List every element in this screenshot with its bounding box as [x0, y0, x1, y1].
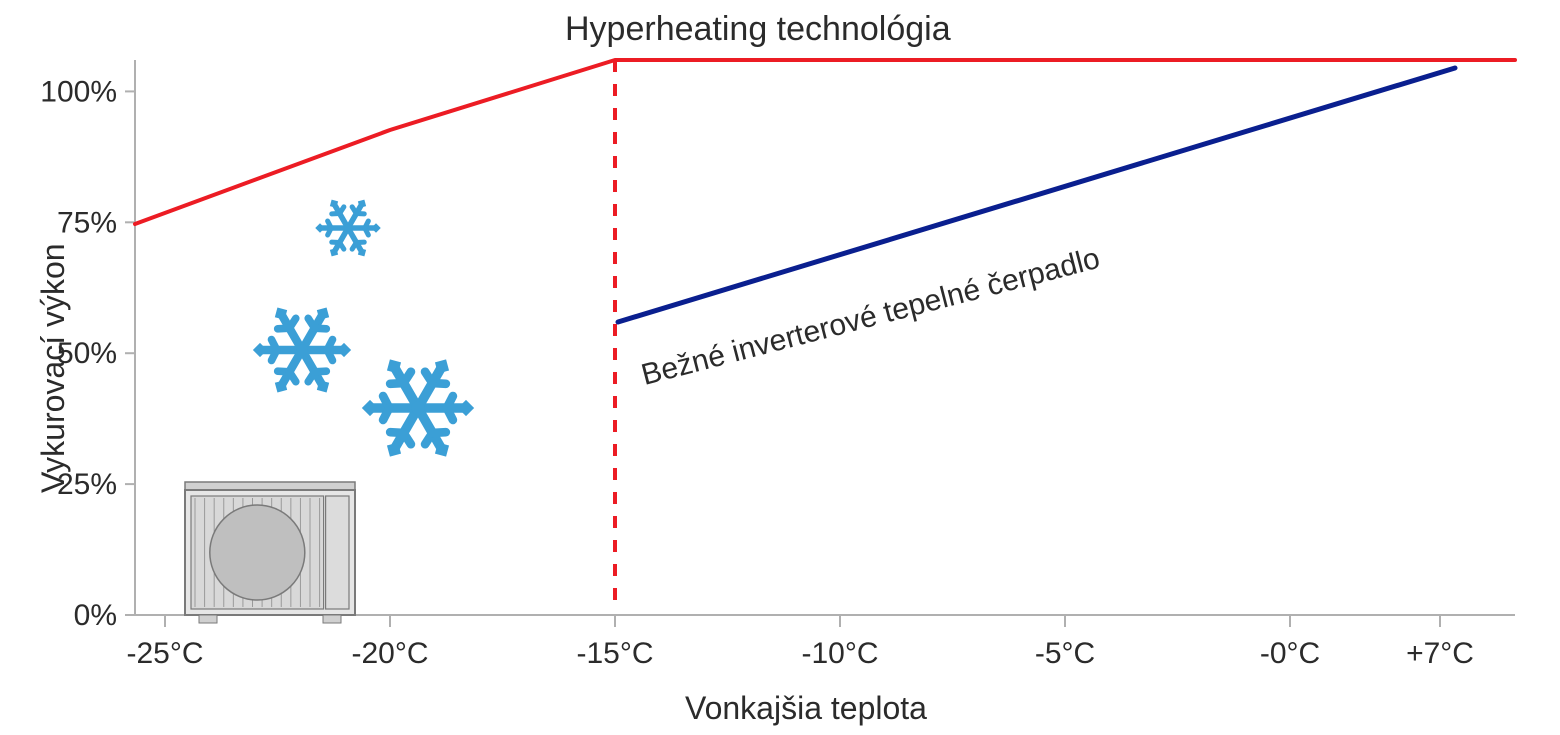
y-tick-label: 75%	[57, 206, 117, 239]
x-tick-label: -15°C	[576, 637, 653, 670]
y-axis-title: Vykurovací výkon	[35, 243, 72, 493]
chart-stage: 0%25%50%75%100%-25°C-20°C-15°C-10°C-5°C-…	[0, 0, 1560, 735]
snowflake-icon	[315, 200, 381, 257]
x-tick-label: -5°C	[1035, 637, 1095, 670]
x-tick-label: -10°C	[801, 637, 878, 670]
chart-title: Hyperheating technológia	[565, 10, 951, 49]
x-tick-label: +7°C	[1406, 637, 1474, 670]
x-tick-label: -20°C	[351, 637, 428, 670]
x-tick-label: -0°C	[1260, 637, 1320, 670]
series-hyperheating	[135, 60, 1515, 224]
chart-svg: 0%25%50%75%100%-25°C-20°C-15°C-10°C-5°C-…	[0, 0, 1560, 735]
x-tick-label: -25°C	[126, 637, 203, 670]
snowflake-icon	[253, 307, 351, 392]
heat-pump-unit-icon	[185, 482, 355, 623]
y-tick-label: 100%	[40, 75, 117, 108]
y-tick-label: 0%	[74, 599, 117, 632]
snowflake-icon	[362, 359, 474, 456]
x-axis-title: Vonkajšia teplota	[685, 690, 927, 727]
